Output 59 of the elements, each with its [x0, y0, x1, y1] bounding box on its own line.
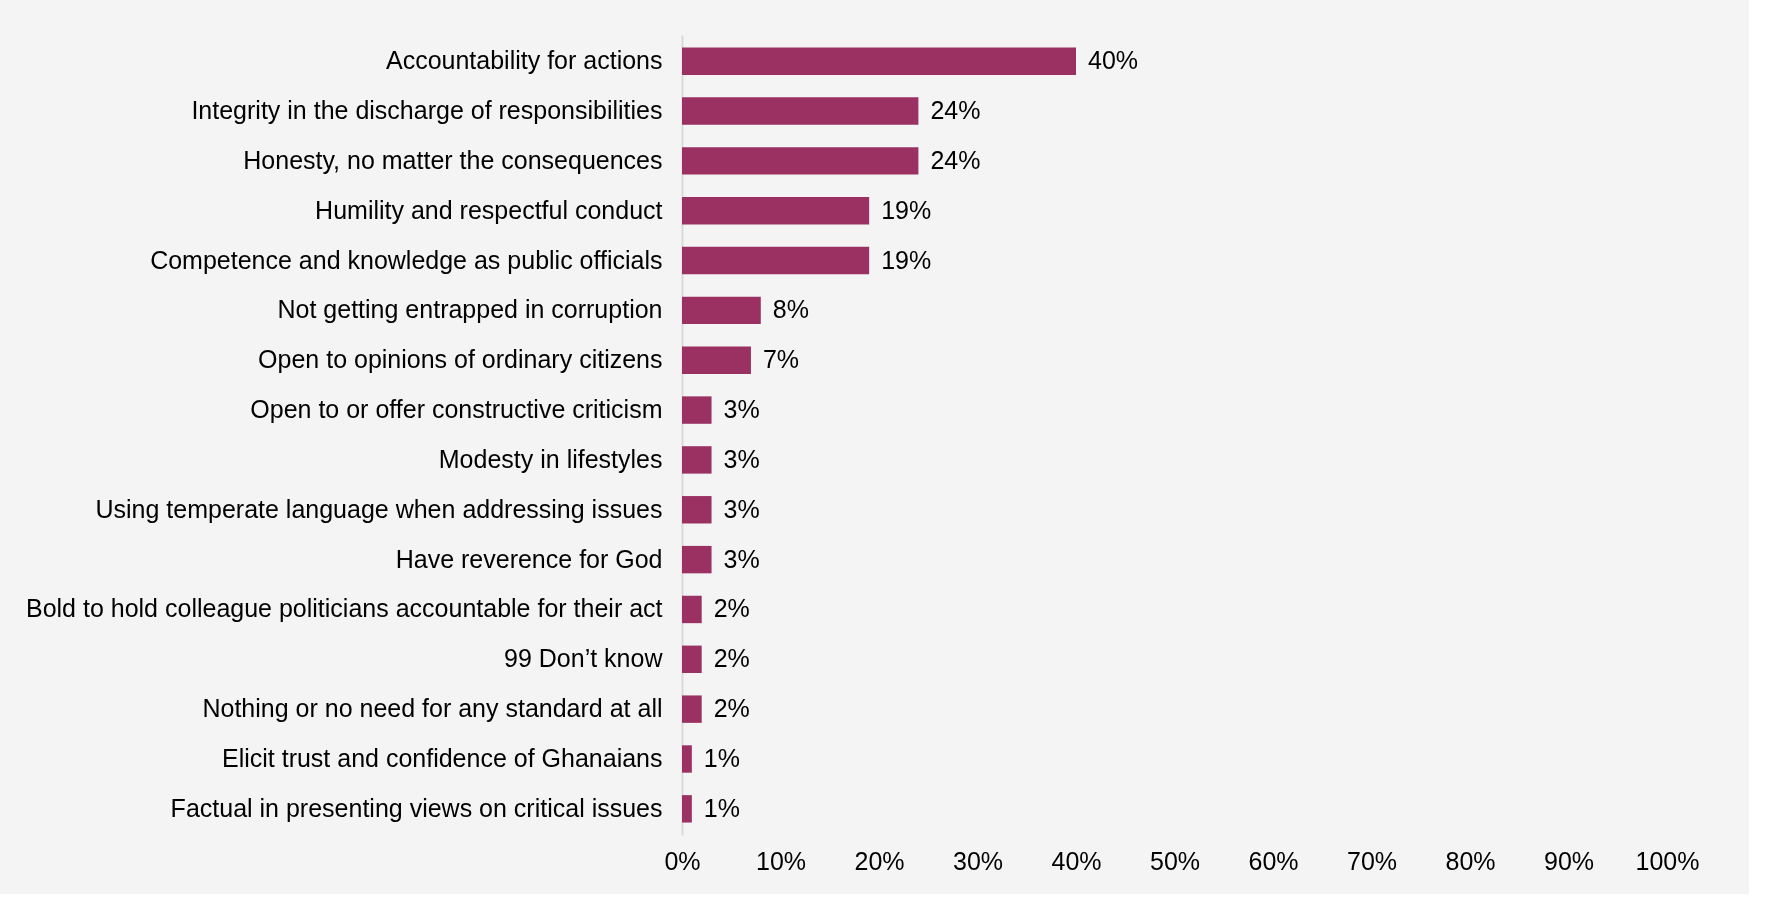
y-tick-label: Nothing or no need for any standard at all [202, 694, 663, 723]
bar [682, 246, 870, 275]
bar [682, 97, 919, 125]
bar [682, 595, 702, 624]
y-tick-label: Bold to hold colleague politicians accountable for their act [25, 594, 663, 623]
data-label: 24% [930, 96, 981, 125]
bar [682, 147, 919, 175]
y-tick-label: 99 Don’t know [504, 644, 664, 673]
bar [682, 346, 751, 374]
y-tick-label: Elicit trust and confidence of Ghanaians [221, 743, 663, 772]
y-tick-label: Competence and knowledge as public officials [150, 245, 663, 274]
data-label: 3% [723, 395, 760, 424]
y-tick-label: Open to or offer constructive criticism [250, 395, 663, 424]
x-tick-label: 30% [952, 846, 1004, 875]
bar [682, 296, 761, 325]
bar [682, 795, 692, 823]
y-tick-label: Honesty, no matter the consequences [243, 145, 663, 174]
y-tick-label: Accountability for actions [385, 46, 663, 75]
data-label: 8% [772, 295, 809, 324]
bar [682, 745, 692, 773]
y-tick-label: Factual in presenting views on critical issues [170, 793, 663, 822]
y-tick-label: Not getting entrapped in corruption [277, 295, 663, 324]
y-tick-label: Humility and respectful conduct [315, 195, 663, 224]
bar [682, 545, 712, 574]
x-tick-label: 10% [755, 846, 807, 875]
x-tick-label: 80% [1445, 846, 1496, 875]
data-label: 19% [881, 245, 932, 274]
bar [682, 496, 712, 524]
bar [682, 196, 870, 225]
y-tick-label: Open to opinions of ordinary citizens [258, 345, 663, 374]
data-label: 19% [881, 195, 932, 224]
x-tick-label: 50% [1149, 846, 1201, 875]
x-tick-label: 60% [1248, 846, 1299, 875]
bar [682, 47, 1076, 75]
x-tick-label: 70% [1346, 846, 1398, 875]
x-tick-label: 100% [1635, 846, 1700, 875]
data-label: 2% [713, 594, 750, 623]
x-tick-label: 90% [1543, 846, 1595, 875]
data-label: 1% [703, 793, 740, 822]
bar [682, 446, 712, 474]
data-label: 1% [703, 743, 740, 772]
data-label: 7% [762, 345, 800, 374]
bar [682, 396, 712, 424]
data-label: 40% [1088, 46, 1139, 75]
bar [682, 695, 702, 723]
data-label: 3% [723, 494, 760, 523]
data-label: 3% [723, 444, 760, 473]
data-label: 24% [930, 145, 981, 174]
data-label: 3% [723, 544, 760, 573]
x-tick-label: 0% [664, 846, 701, 875]
data-label: 2% [713, 644, 750, 673]
x-tick-label: 40% [1051, 846, 1102, 875]
data-label: 2% [713, 694, 750, 723]
y-tick-label: Modesty in lifestyles [438, 444, 663, 473]
y-tick-label: Using temperate language when addressing issues [95, 494, 663, 523]
y-tick-label: Integrity in the discharge of responsibilities [191, 96, 663, 125]
y-tick-label: Have reverence for God [395, 544, 663, 573]
bar [682, 645, 702, 674]
x-tick-label: 20% [854, 846, 905, 875]
